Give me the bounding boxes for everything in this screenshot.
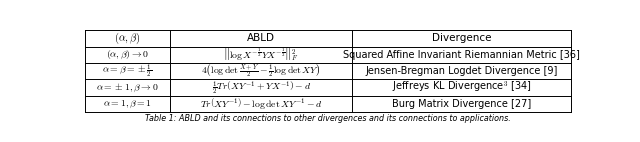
Text: $(\alpha, \beta)$: $(\alpha, \beta)$ bbox=[115, 31, 141, 46]
Text: $(\alpha, \beta) \rightarrow 0$: $(\alpha, \beta) \rightarrow 0$ bbox=[106, 49, 149, 61]
Text: Squared Affine Invariant Riemannian Metric [36]: Squared Affine Invariant Riemannian Metr… bbox=[343, 50, 580, 60]
Text: $\alpha = 1, \beta = 1$: $\alpha = 1, \beta = 1$ bbox=[103, 98, 152, 110]
Text: $\left\|\log X^{-\frac{1}{2}} Y X^{-\frac{1}{2}}\right\|_{F}^{2}$: $\left\|\log X^{-\frac{1}{2}} Y X^{-\fra… bbox=[223, 47, 299, 63]
Text: $4\left(\log\det\frac{X+Y}{2} - \frac{1}{2}\log\det XY\right)$: $4\left(\log\det\frac{X+Y}{2} - \frac{1}… bbox=[202, 62, 321, 80]
Text: Burg Matrix Divergence [27]: Burg Matrix Divergence [27] bbox=[392, 99, 531, 109]
Text: $\alpha = \pm 1, \beta \rightarrow 0$: $\alpha = \pm 1, \beta \rightarrow 0$ bbox=[96, 82, 159, 94]
Text: Jeffreys KL Divergence$^3$ [34]: Jeffreys KL Divergence$^3$ [34] bbox=[392, 80, 531, 95]
Text: Table 1: ABLD and its connections to other divergences and its connections to ap: Table 1: ABLD and its connections to oth… bbox=[145, 114, 511, 123]
Text: ABLD: ABLD bbox=[247, 33, 275, 43]
Text: $Tr\left(XY^{-1}\right) - \log\det XY^{-1} - d$: $Tr\left(XY^{-1}\right) - \log\det XY^{-… bbox=[200, 96, 323, 111]
Text: Divergence: Divergence bbox=[432, 33, 492, 43]
Text: Jensen-Bregman Logdet Divergence [9]: Jensen-Bregman Logdet Divergence [9] bbox=[365, 66, 558, 76]
Text: $\frac{1}{2}Tr\left(XY^{-1} + YX^{-1}\right) - d$: $\frac{1}{2}Tr\left(XY^{-1} + YX^{-1}\ri… bbox=[212, 79, 310, 96]
Text: $\alpha = \beta = \pm\frac{1}{2}$: $\alpha = \beta = \pm\frac{1}{2}$ bbox=[102, 63, 152, 80]
